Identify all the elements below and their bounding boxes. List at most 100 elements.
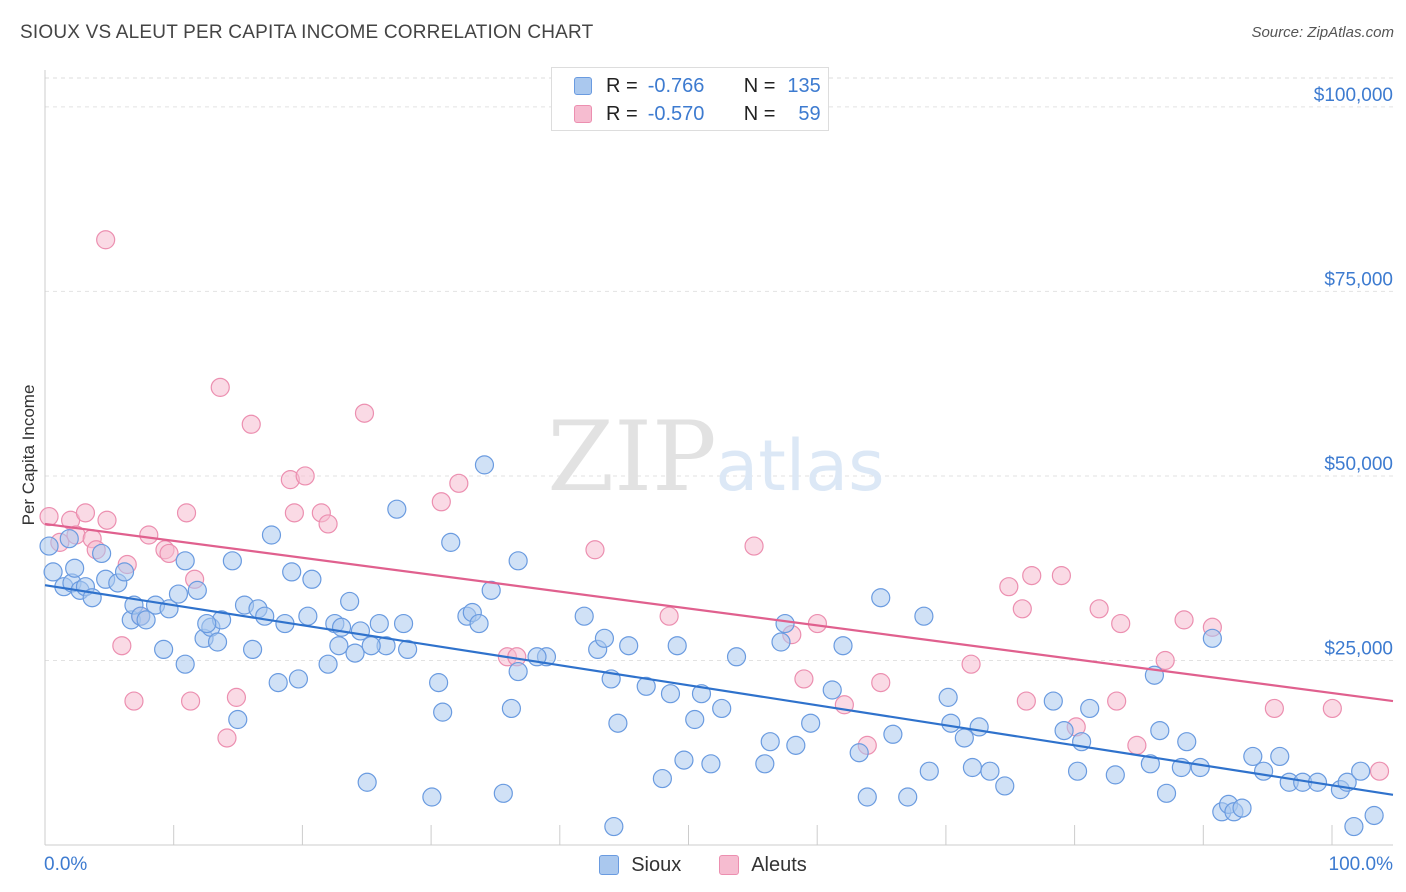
sioux-point — [954, 728, 974, 748]
sioux-point — [822, 680, 842, 700]
sioux-point — [261, 525, 282, 545]
sioux-point — [619, 636, 639, 656]
aleut-point — [1022, 565, 1042, 586]
aleut-point — [139, 525, 159, 545]
sioux-swatch — [574, 77, 592, 95]
sioux-point — [398, 639, 418, 660]
sioux-point — [608, 713, 628, 733]
sioux-point — [43, 562, 63, 582]
y-tick-label: $100,000 — [1314, 85, 1393, 106]
aleut-point — [1107, 691, 1127, 711]
legend-n-label: N = — [743, 74, 776, 97]
sioux-point — [674, 750, 694, 770]
sioux-point — [329, 636, 349, 656]
sioux-point — [660, 684, 681, 704]
sioux-point — [919, 761, 939, 781]
sioux-point — [298, 606, 318, 626]
sioux-point — [1253, 761, 1274, 781]
sioux-point — [995, 776, 1015, 796]
sioux-point — [340, 591, 360, 612]
aleut-point — [794, 669, 814, 689]
sioux-point — [604, 816, 624, 837]
sioux-point — [1080, 698, 1100, 719]
aleut-swatch — [574, 105, 592, 123]
sioux-point — [1054, 720, 1074, 741]
watermark: ZIP atlas — [547, 401, 884, 513]
aleut-point — [112, 636, 132, 656]
legend-n-value: 135 — [787, 74, 821, 97]
aleut-point — [1111, 613, 1131, 634]
sioux-point — [1351, 761, 1371, 781]
aleut-point — [999, 577, 1019, 597]
legend-r-label: R = — [606, 102, 638, 125]
sioux-point — [849, 743, 869, 763]
aleut-points — [39, 230, 1390, 781]
sioux-point — [345, 643, 365, 663]
aleut-point — [449, 473, 469, 493]
sioux-point — [1202, 628, 1222, 648]
sioux-point — [1344, 816, 1364, 837]
sioux-legend-swatch — [599, 855, 620, 875]
sioux-point — [302, 569, 322, 589]
aleut-point — [1012, 599, 1032, 619]
sioux-point — [387, 499, 407, 519]
legend-row-sioux: R = -0.766 N = 135 — [574, 73, 821, 99]
sioux-point — [59, 529, 79, 549]
sioux-point — [393, 613, 414, 634]
sioux-point — [433, 702, 453, 722]
sioux-point — [914, 606, 934, 626]
y-tick-label: $25,000 — [1324, 638, 1393, 659]
sioux-point — [493, 783, 513, 803]
sioux-point — [726, 647, 747, 667]
legend-row-aleuts: R = -0.570 N = 59 — [574, 101, 821, 127]
legend-n-label: N = — [743, 102, 776, 125]
aleut-point — [431, 492, 451, 512]
sioux-point — [154, 639, 174, 660]
sioux-point — [969, 717, 989, 737]
trend-lines — [44, 522, 1394, 796]
aleut-trend-line — [44, 522, 1394, 703]
sioux-point — [65, 558, 85, 578]
aleut-point — [124, 691, 144, 711]
sioux-point — [114, 562, 135, 582]
source-label: Source: ZipAtlas.com — [1251, 24, 1394, 41]
sioux-point — [187, 580, 207, 600]
sioux-point — [288, 669, 309, 689]
legend-item-sioux: Sioux — [599, 854, 681, 877]
aleut-point — [39, 506, 59, 527]
sioux-point — [175, 654, 195, 674]
x-tick-label: 0.0% — [44, 854, 87, 875]
aleut-point — [1127, 735, 1147, 755]
sioux-point — [136, 610, 156, 630]
sioux-point — [833, 636, 853, 656]
chart-title: SIOUX VS ALEUT PER CAPITA INCOME CORRELA… — [20, 22, 594, 43]
sioux-point — [775, 613, 795, 634]
sioux-point — [508, 551, 528, 571]
aleut-point — [1369, 761, 1390, 781]
sioux-point — [941, 713, 961, 733]
sioux-point — [1364, 805, 1384, 826]
sioux-point — [1232, 798, 1252, 818]
aleut-legend-swatch — [719, 855, 740, 875]
sioux-point — [883, 724, 903, 744]
aleut-point — [217, 728, 237, 748]
aleut-point — [1264, 698, 1284, 719]
sioux-point — [222, 551, 242, 571]
sioux-point — [242, 639, 263, 660]
aleut-point — [284, 503, 304, 523]
sioux-point — [938, 687, 958, 707]
legend-label-sioux: Sioux — [631, 853, 682, 876]
sioux-point — [255, 606, 275, 626]
sioux-point — [207, 632, 228, 652]
sioux-point — [1156, 783, 1177, 803]
sioux-point — [755, 754, 775, 774]
sioux-point — [594, 628, 615, 648]
aleut-point — [97, 510, 117, 530]
aleut-point — [226, 687, 247, 707]
legend-r-value: -0.766 — [647, 74, 705, 97]
sioux-point — [357, 772, 377, 792]
sioux-point — [474, 455, 495, 475]
sioux-point — [712, 698, 732, 719]
aleut-point — [1174, 610, 1194, 630]
watermark-zip: ZIP — [547, 401, 716, 513]
